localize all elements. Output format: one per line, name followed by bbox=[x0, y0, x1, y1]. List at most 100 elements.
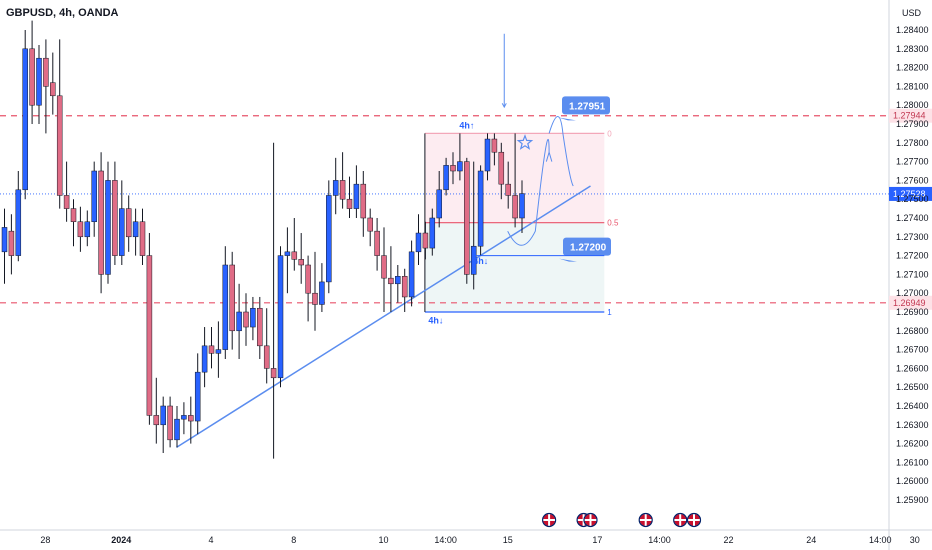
candle[interactable] bbox=[50, 52, 56, 115]
candle[interactable] bbox=[194, 353, 201, 435]
candle[interactable] bbox=[208, 327, 215, 369]
candle[interactable] bbox=[63, 161, 70, 222]
candle[interactable] bbox=[332, 157, 339, 215]
candle[interactable] bbox=[98, 152, 104, 294]
candle[interactable] bbox=[429, 208, 436, 256]
candle[interactable] bbox=[326, 180, 332, 294]
candle[interactable] bbox=[408, 240, 415, 307]
forecast-drawings[interactable] bbox=[501, 33, 574, 246]
time-axis[interactable]: 28 2024 4 8 10 14:00 15 17 14:00 22 24 14:00 30 bbox=[40, 535, 919, 545]
uk-flag-icon[interactable] bbox=[583, 512, 598, 528]
candle[interactable] bbox=[222, 246, 229, 359]
candle[interactable] bbox=[160, 396, 166, 453]
candle[interactable] bbox=[491, 133, 498, 166]
candle[interactable] bbox=[105, 161, 111, 284]
candle[interactable] bbox=[201, 327, 208, 388]
candle[interactable] bbox=[91, 161, 97, 237]
level-price-text: 1.27944 bbox=[893, 111, 926, 121]
candle[interactable] bbox=[443, 157, 449, 196]
star-icon[interactable] bbox=[516, 134, 534, 150]
uk-flag-icon[interactable] bbox=[638, 512, 653, 528]
economic-events[interactable] bbox=[541, 512, 702, 528]
candle[interactable] bbox=[436, 171, 442, 228]
candle[interactable] bbox=[470, 161, 477, 290]
candle[interactable] bbox=[70, 199, 77, 247]
candle[interactable] bbox=[277, 246, 284, 388]
candle[interactable] bbox=[298, 233, 304, 284]
candle[interactable] bbox=[77, 206, 84, 252]
candle[interactable] bbox=[257, 296, 263, 359]
price-callout[interactable] bbox=[563, 237, 611, 256]
uk-flag-icon[interactable] bbox=[541, 512, 557, 528]
candle[interactable] bbox=[36, 45, 42, 124]
uk-flag-icon[interactable] bbox=[686, 512, 702, 528]
candle[interactable] bbox=[484, 133, 491, 181]
candle[interactable] bbox=[346, 176, 353, 218]
candle[interactable] bbox=[153, 377, 160, 444]
candle[interactable] bbox=[188, 396, 194, 444]
candle[interactable] bbox=[43, 39, 49, 134]
candle[interactable] bbox=[388, 246, 394, 312]
candle[interactable] bbox=[15, 171, 22, 262]
candle[interactable] bbox=[477, 165, 484, 256]
candle[interactable] bbox=[519, 180, 525, 234]
candle[interactable] bbox=[1, 208, 8, 284]
candle[interactable] bbox=[498, 142, 505, 200]
candle-body bbox=[243, 311, 249, 328]
candle-body bbox=[498, 151, 505, 185]
candle[interactable] bbox=[229, 251, 235, 350]
candle[interactable] bbox=[181, 402, 187, 435]
candle[interactable] bbox=[174, 406, 180, 448]
candle[interactable] bbox=[422, 221, 429, 260]
candle[interactable] bbox=[339, 152, 346, 209]
candle[interactable] bbox=[464, 157, 470, 284]
candle[interactable] bbox=[270, 142, 277, 459]
candle[interactable] bbox=[84, 210, 91, 247]
candle[interactable] bbox=[450, 152, 456, 185]
candle-body bbox=[215, 349, 222, 354]
price-tick-label: 1.28400 bbox=[896, 25, 929, 35]
candle[interactable] bbox=[284, 227, 291, 294]
candle[interactable] bbox=[319, 263, 325, 312]
candle[interactable] bbox=[29, 20, 35, 124]
candle[interactable] bbox=[263, 308, 270, 384]
candle-body bbox=[167, 405, 173, 441]
candle[interactable] bbox=[512, 133, 518, 228]
candle[interactable] bbox=[415, 214, 422, 265]
candle[interactable] bbox=[395, 265, 401, 303]
candle[interactable] bbox=[305, 255, 311, 322]
forecast-curve-up[interactable] bbox=[507, 139, 550, 246]
candle[interactable] bbox=[8, 214, 15, 275]
candle[interactable] bbox=[215, 321, 222, 378]
candle[interactable] bbox=[146, 233, 153, 425]
candle[interactable] bbox=[401, 268, 408, 312]
candle[interactable] bbox=[457, 133, 463, 181]
candle[interactable] bbox=[367, 208, 373, 247]
candle[interactable] bbox=[119, 180, 125, 265]
candle[interactable] bbox=[505, 161, 511, 209]
annotations[interactable]: 1.27951 1.27200 4h↑ 4h↓ 4h↓ bbox=[428, 96, 611, 325]
candle[interactable] bbox=[353, 165, 360, 218]
price-callout[interactable] bbox=[562, 96, 610, 115]
candle[interactable] bbox=[291, 218, 298, 271]
candle[interactable] bbox=[374, 218, 380, 271]
candle[interactable] bbox=[132, 208, 139, 256]
candle[interactable] bbox=[167, 396, 173, 448]
candle[interactable] bbox=[139, 208, 146, 265]
candle[interactable] bbox=[56, 39, 63, 209]
candle[interactable] bbox=[112, 161, 118, 265]
forecast-curve-down[interactable] bbox=[548, 115, 574, 187]
candle[interactable] bbox=[381, 227, 387, 312]
candle[interactable] bbox=[243, 293, 249, 346]
price-axis[interactable]: 1.284001.283001.282001.281001.280001.279… bbox=[896, 25, 929, 505]
candle[interactable] bbox=[125, 195, 132, 252]
candles[interactable] bbox=[1, 20, 525, 459]
uk-flag-icon[interactable] bbox=[673, 512, 688, 528]
candle[interactable] bbox=[250, 296, 256, 341]
candle[interactable] bbox=[236, 283, 242, 359]
candle[interactable] bbox=[312, 251, 318, 331]
candle[interactable] bbox=[360, 171, 367, 237]
candle[interactable] bbox=[22, 30, 28, 200]
